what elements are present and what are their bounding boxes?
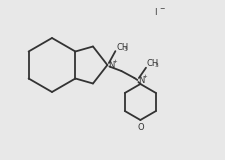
Text: CH: CH	[116, 43, 129, 52]
Text: +: +	[143, 74, 147, 79]
Text: 3: 3	[124, 47, 128, 52]
Text: CH: CH	[147, 59, 159, 68]
Text: N: N	[138, 76, 144, 84]
Text: 3: 3	[155, 63, 158, 68]
Text: I: I	[154, 8, 157, 16]
Text: O: O	[137, 123, 144, 132]
Text: N: N	[108, 60, 114, 69]
Text: +: +	[112, 59, 117, 64]
Text: −: −	[159, 6, 164, 12]
